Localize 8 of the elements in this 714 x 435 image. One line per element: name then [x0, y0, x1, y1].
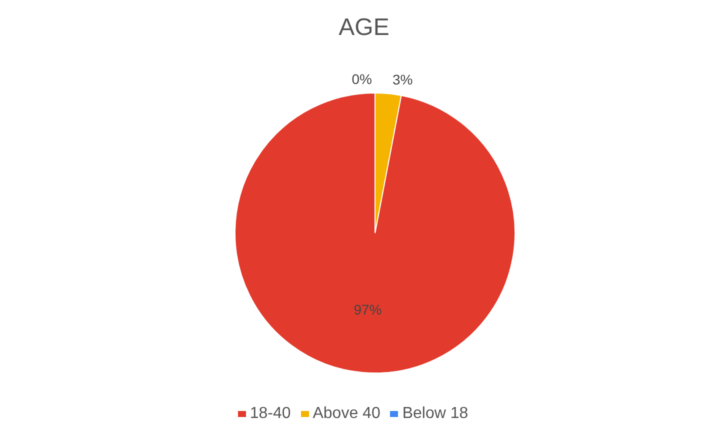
legend-label: Above 40 [312, 405, 380, 422]
data-label: 3% [392, 72, 413, 88]
pie-slice [234, 92, 516, 374]
legend-label: 18-40 [250, 405, 291, 422]
legend-label: Below 18 [402, 405, 468, 422]
chart-title: AGE [338, 13, 390, 43]
text: 0% [352, 71, 372, 87]
data-label: 97% [354, 302, 382, 318]
